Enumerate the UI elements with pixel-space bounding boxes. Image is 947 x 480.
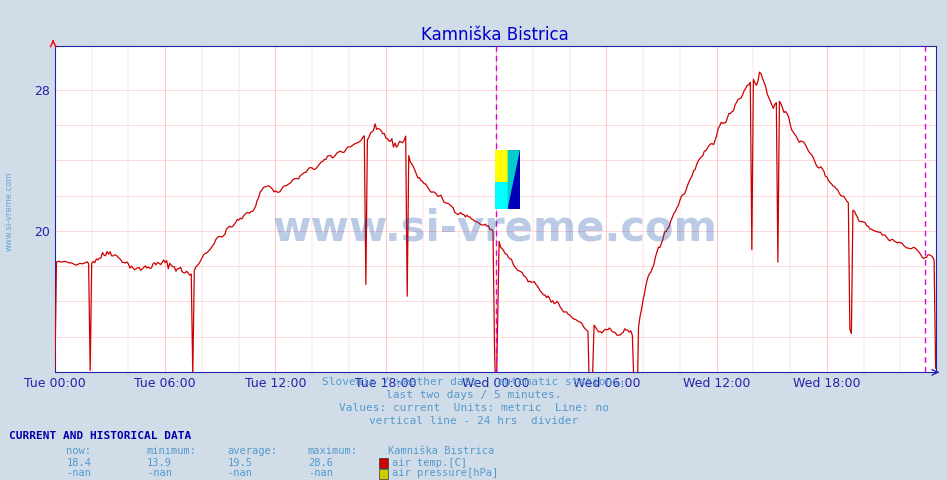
Text: -nan: -nan — [147, 468, 171, 478]
Text: 13.9: 13.9 — [147, 457, 171, 468]
Bar — [508, 150, 520, 209]
Text: -nan: -nan — [66, 468, 91, 478]
Text: 19.5: 19.5 — [227, 457, 252, 468]
Text: www.si-vreme.com: www.si-vreme.com — [5, 171, 14, 251]
Text: 18.4: 18.4 — [66, 457, 91, 468]
Text: average:: average: — [227, 445, 277, 456]
Text: air pressure[hPa]: air pressure[hPa] — [392, 468, 498, 478]
Text: -nan: -nan — [227, 468, 252, 478]
Text: minimum:: minimum: — [147, 445, 197, 456]
Text: Slovenia / weather data - automatic stations.
last two days / 5 minutes.
Values:: Slovenia / weather data - automatic stat… — [322, 377, 625, 426]
Text: now:: now: — [66, 445, 91, 456]
Text: maximum:: maximum: — [308, 445, 358, 456]
Text: CURRENT AND HISTORICAL DATA: CURRENT AND HISTORICAL DATA — [9, 431, 191, 441]
Bar — [495, 150, 508, 182]
Text: 28.6: 28.6 — [308, 457, 332, 468]
Title: Kamniška Bistrica: Kamniška Bistrica — [421, 26, 569, 44]
Text: www.si-vreme.com: www.si-vreme.com — [273, 207, 718, 250]
Bar — [495, 182, 508, 209]
Text: -nan: -nan — [308, 468, 332, 478]
Text: air temp.[C]: air temp.[C] — [392, 457, 467, 468]
Polygon shape — [508, 150, 520, 209]
Text: Kamniška Bistrica: Kamniška Bistrica — [388, 445, 494, 456]
